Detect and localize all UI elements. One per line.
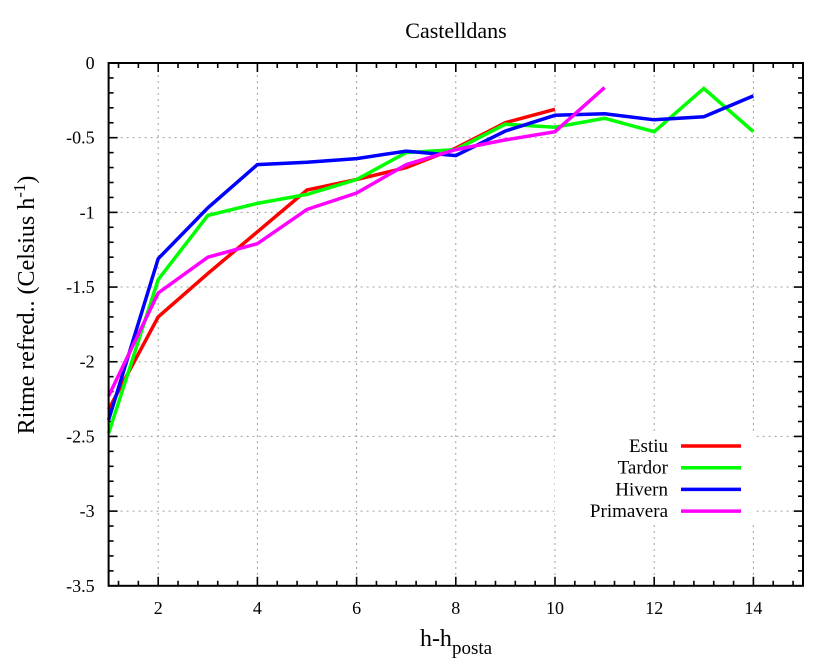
- x-tick-labels: 2 4 6 8 10 12 14: [154, 598, 763, 618]
- x-axis-label: h-hposta: [420, 626, 493, 659]
- y-axis-label: Ritme refred.. (Celsius h-1): [10, 176, 40, 435]
- y-axis-label-main: Ritme refred.. (Celsius h: [14, 198, 40, 435]
- x-tick-label: 14: [744, 598, 762, 618]
- legend-label-hivern: Hivern: [615, 479, 668, 500]
- y-tick-label: 0: [86, 53, 95, 73]
- y-axis-label-close: ): [14, 176, 40, 184]
- legend-label-tardor: Tardor: [618, 458, 669, 479]
- legend-background: [555, 433, 755, 523]
- x-tick-label: 8: [451, 598, 460, 618]
- y-tick-label: -0.5: [66, 128, 95, 148]
- legend-label-estiu: Estiu: [629, 436, 669, 457]
- x-axis-label-main: h-h: [420, 626, 452, 652]
- plot-frame: [107, 62, 805, 587]
- y-tick-label: -2: [80, 352, 95, 372]
- y-tick-label: -1.5: [66, 277, 95, 297]
- series-line-primavera: [107, 86, 606, 397]
- chart-title: Castelldans: [405, 18, 506, 43]
- x-tick-label: 10: [546, 598, 564, 618]
- x-axis-label-subscript: posta: [452, 638, 493, 659]
- y-axis-label-superscript: -1: [10, 184, 29, 198]
- y-tick-label: -3: [80, 501, 95, 521]
- x-tick-label: 6: [352, 598, 361, 618]
- series-line-tardor: [106, 86, 755, 434]
- legend-label-primavera: Primavera: [590, 501, 669, 522]
- series-lines: [106, 86, 755, 434]
- series-line-hivern: [106, 94, 755, 421]
- x-tick-label: 12: [645, 598, 663, 618]
- y-tick-label: -2.5: [66, 426, 95, 446]
- x-tick-label: 4: [253, 598, 262, 618]
- y-tick-label: -3.5: [66, 576, 95, 596]
- x-tick-label: 2: [154, 598, 163, 618]
- y-tick-label: -1: [80, 202, 95, 222]
- y-tick-labels: 0 -0.5 -1 -1.5 -2 -2.5 -3 -3.5: [66, 53, 95, 596]
